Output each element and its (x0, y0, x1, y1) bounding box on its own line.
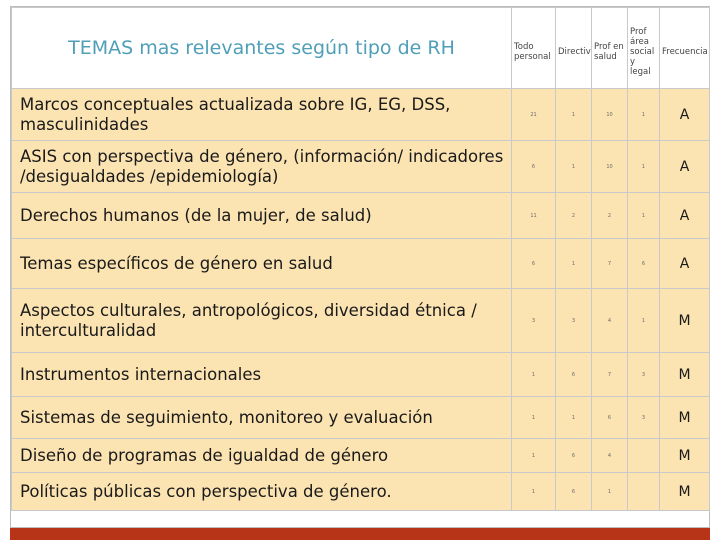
topics-table: TEMAS mas relevantes según tipo de RH To… (11, 7, 710, 511)
header-row: TEMAS mas relevantes según tipo de RH To… (11, 7, 710, 89)
value-cell: 10 (591, 88, 628, 141)
value-cell: 6 (555, 352, 592, 397)
value-cell: 6 (627, 238, 660, 289)
frequency-cell: M (659, 396, 710, 439)
value-cell: 11 (511, 192, 556, 239)
value-cell: 4 (591, 438, 628, 473)
frequency-cell: A (659, 140, 710, 193)
value-cell: 6 (555, 438, 592, 473)
value-cell (627, 438, 660, 473)
value-cell: 1 (555, 238, 592, 289)
table-row: Marcos conceptuales actualizada sobre IG… (11, 88, 710, 141)
frequency-cell: M (659, 352, 710, 397)
value-cell: 3 (511, 288, 556, 353)
topic-cell: Políticas públicas con perspectiva de gé… (11, 472, 512, 511)
value-cell: 1 (627, 192, 660, 239)
table-row: Temas específicos de género en salud 6 1… (11, 238, 710, 289)
value-cell: 2 (555, 192, 592, 239)
value-cell: 1 (591, 472, 628, 511)
frequency-cell: M (659, 288, 710, 353)
table-row: Sistemas de seguimiento, monitoreo y eva… (11, 396, 710, 439)
value-cell: 3 (627, 352, 660, 397)
value-cell: 3 (627, 396, 660, 439)
value-cell: 1 (511, 472, 556, 511)
value-cell: 2 (591, 192, 628, 239)
col-header-frecuencia: Frecuencia (659, 7, 710, 89)
value-cell: 10 (591, 140, 628, 193)
value-cell: 21 (511, 88, 556, 141)
topic-cell: Aspectos culturales, antropológicos, div… (11, 288, 512, 353)
topic-cell: Diseño de programas de igualdad de géner… (11, 438, 512, 473)
value-cell: 6 (511, 140, 556, 193)
value-cell: 7 (591, 352, 628, 397)
slide: TEMAS mas relevantes según tipo de RH To… (10, 6, 710, 528)
table-row: Aspectos culturales, antropológicos, div… (11, 288, 710, 353)
table-row: Políticas públicas con perspectiva de gé… (11, 472, 710, 511)
topic-cell: Sistemas de seguimiento, monitoreo y eva… (11, 396, 512, 439)
value-cell: 4 (591, 288, 628, 353)
value-cell: 6 (511, 238, 556, 289)
value-cell: 3 (555, 288, 592, 353)
footer-bar (10, 528, 710, 540)
col-header-todo-personal: Todo personal (511, 7, 556, 89)
topic-cell: Instrumentos internacionales (11, 352, 512, 397)
table-row: Derechos humanos (de la mujer, de salud)… (11, 192, 710, 239)
table-row: Instrumentos internacionales 1 6 7 3 M (11, 352, 710, 397)
value-cell: 1 (627, 140, 660, 193)
col-header-directivos: Directivos (555, 7, 592, 89)
col-header-prof-salud: Prof en salud (591, 7, 628, 89)
value-cell: 1 (511, 438, 556, 473)
value-cell: 6 (591, 396, 628, 439)
value-cell: 1 (555, 396, 592, 439)
frequency-cell: A (659, 88, 710, 141)
page-title: TEMAS mas relevantes según tipo de RH (11, 7, 512, 89)
frequency-cell: M (659, 472, 710, 511)
frequency-cell: M (659, 438, 710, 473)
value-cell: 1 (511, 352, 556, 397)
value-cell: 6 (555, 472, 592, 511)
value-cell: 1 (511, 396, 556, 439)
topic-cell: Derechos humanos (de la mujer, de salud) (11, 192, 512, 239)
value-cell: 1 (555, 88, 592, 141)
frequency-cell: A (659, 238, 710, 289)
frequency-cell: A (659, 192, 710, 239)
value-cell: 1 (627, 88, 660, 141)
topic-cell: ASIS con perspectiva de género, (informa… (11, 140, 512, 193)
table-row: ASIS con perspectiva de género, (informa… (11, 140, 710, 193)
topic-cell: Marcos conceptuales actualizada sobre IG… (11, 88, 512, 141)
value-cell (627, 472, 660, 511)
value-cell: 1 (555, 140, 592, 193)
col-header-prof-social-legal: Prof área social y legal (627, 7, 660, 89)
value-cell: 7 (591, 238, 628, 289)
value-cell: 1 (627, 288, 660, 353)
table-row: Diseño de programas de igualdad de géner… (11, 438, 710, 473)
topic-cell: Temas específicos de género en salud (11, 238, 512, 289)
